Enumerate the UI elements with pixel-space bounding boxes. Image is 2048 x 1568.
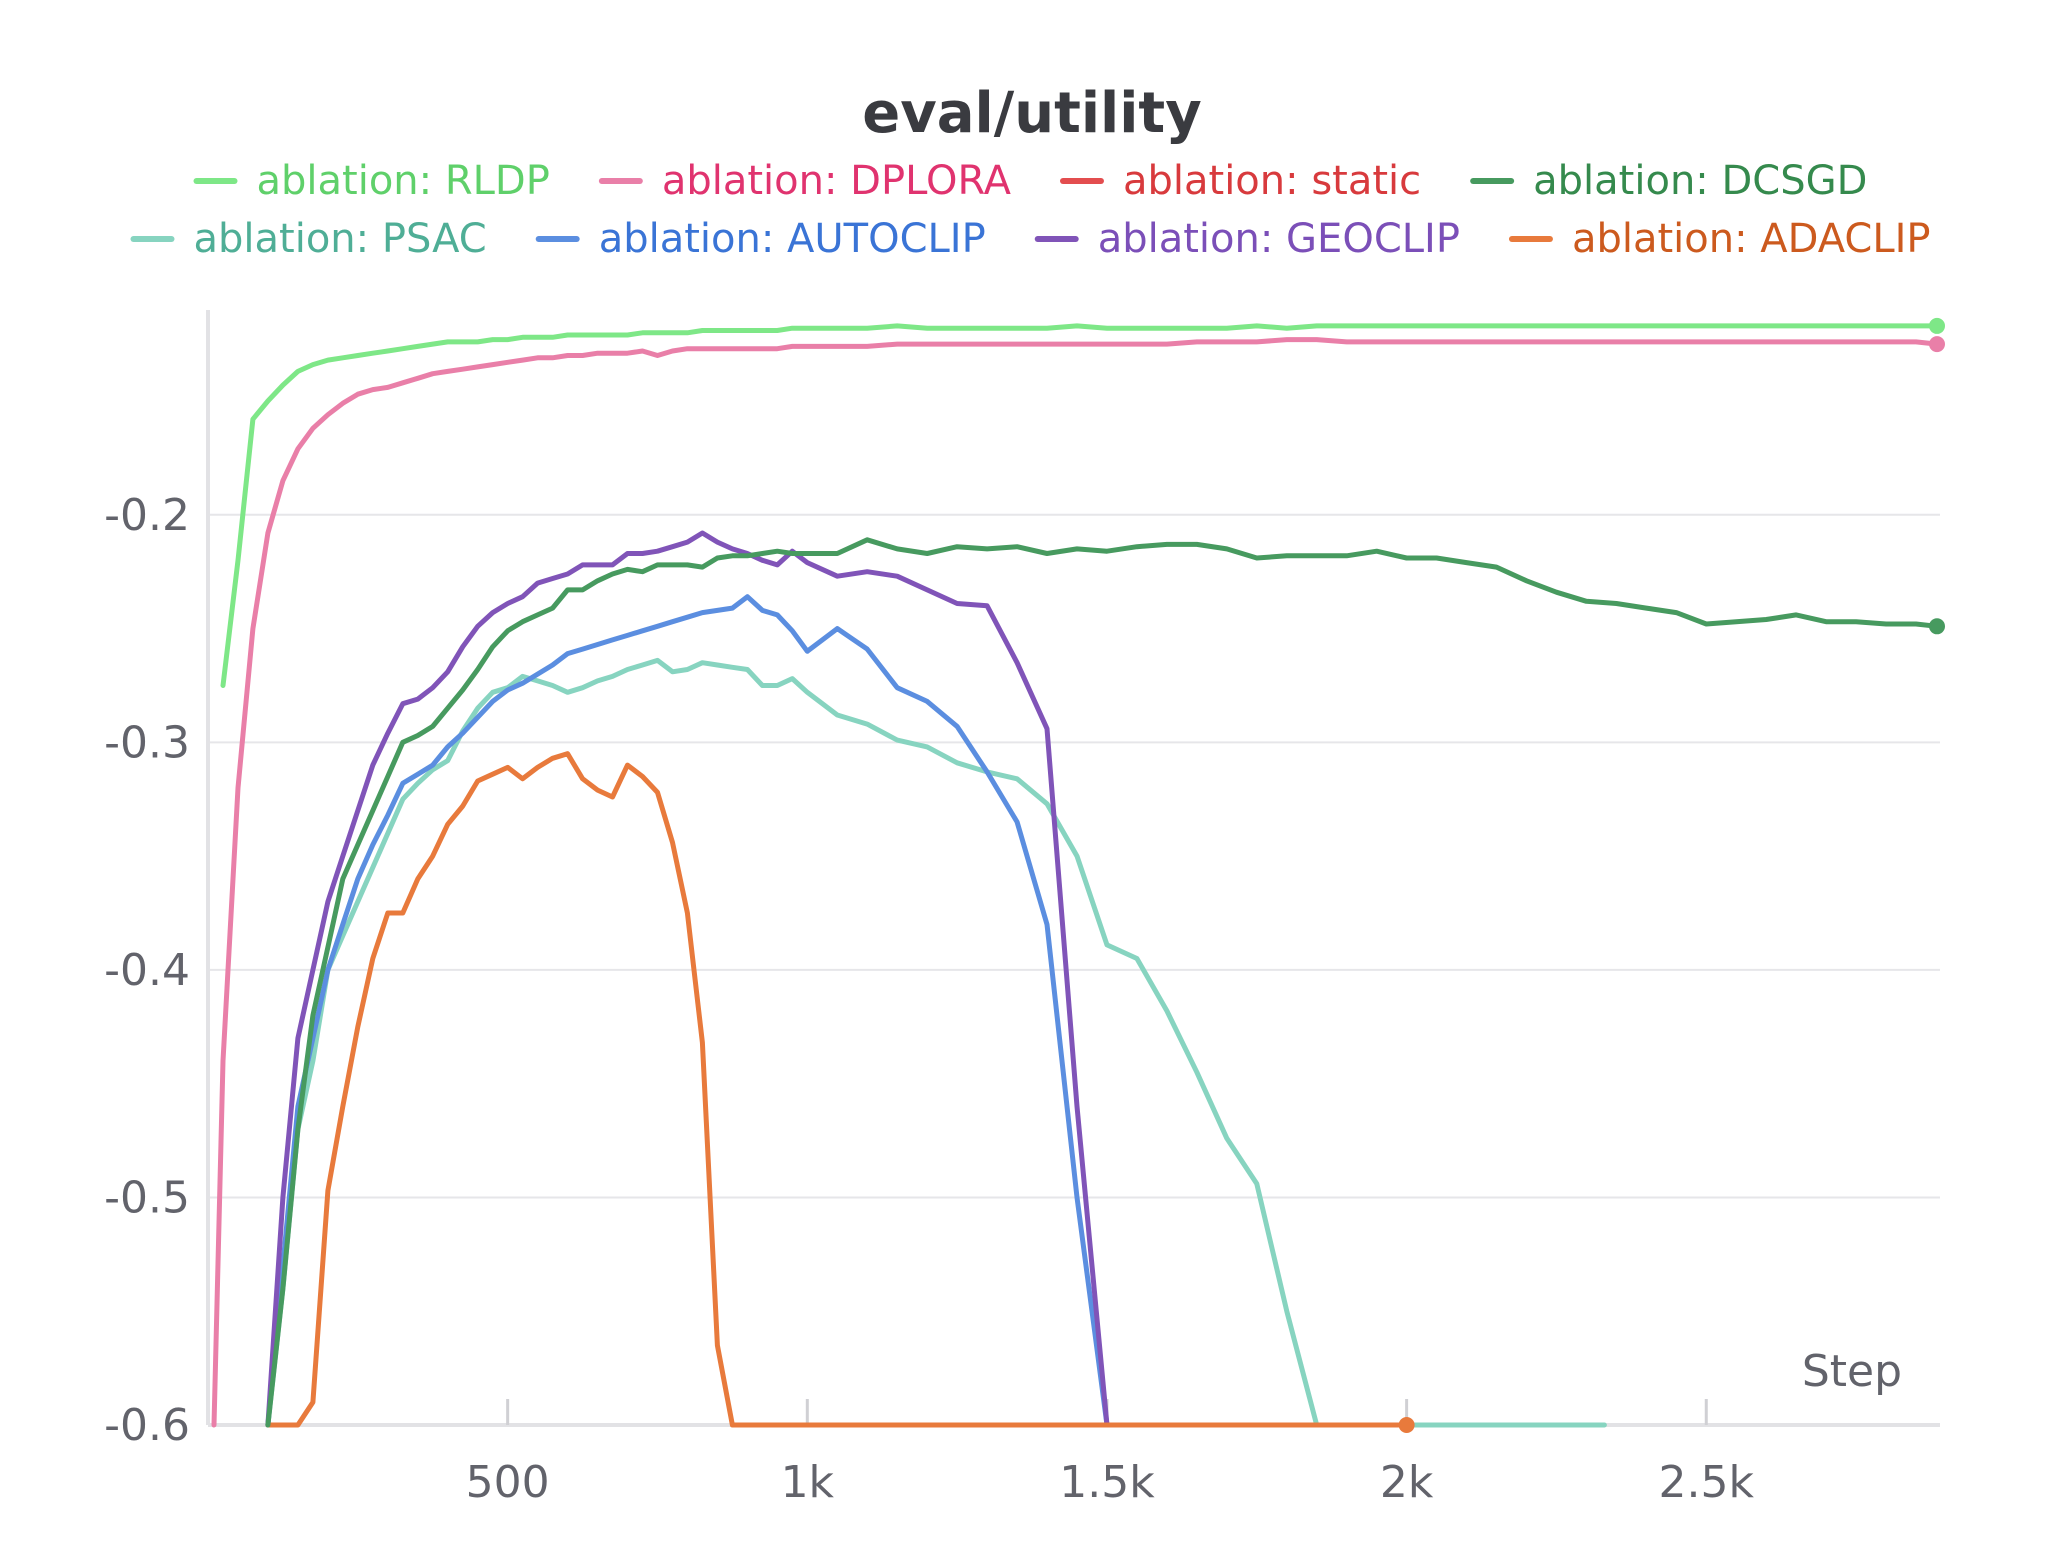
chart-title: eval/utility [862,81,1201,146]
plot-lines [211,323,1940,1428]
legend: ablation: RLDP ablation: DPLORA ablation: … [130,158,1931,262]
y-tick-label: -0.5 [104,1172,190,1223]
series-end-marker [1929,317,1946,334]
y-tick-label: -0.3 [104,717,190,768]
x-tick-label: 1k [781,1457,835,1508]
y-tick-label: -0.2 [104,490,190,541]
series-end-marker [1398,1417,1415,1433]
series-line [211,337,1940,1428]
series-end-marker [1929,618,1946,635]
gridlines [208,513,1940,1426]
legend-label: ablation: RLDP [257,158,550,204]
legend-label: ablation: AUTOCLIP [599,216,986,262]
legend-row: ablation: PSAC ablation: AUTOCLIP ablation… [130,216,1931,262]
series-line [220,323,1940,688]
end-markers [1398,317,1946,1433]
x-tick-label: 1.5k [1059,1457,1155,1508]
legend-label: ablation: DPLORA [662,158,1012,204]
series-end-marker [1929,336,1946,353]
x-tick-label: 2.5k [1659,1457,1755,1508]
x-axis-label: Step [1802,1346,1902,1397]
axes: -0.2 -0.3 -0.4 -0.5 -0.6 500 1k 1.5k 2k 2.5k [104,310,1940,1508]
legend-label: ablation: ADACLIP [1572,216,1931,262]
legend-label: ablation: DCSGD [1533,158,1867,204]
legend-label: ablation: GEOCLIP [1098,216,1460,262]
x-tick-label: 500 [466,1457,550,1508]
x-tick-label: 2k [1380,1457,1434,1508]
series-line [265,537,1940,1428]
y-tick-label: -0.6 [104,1400,190,1451]
legend-label: ablation: static [1123,158,1421,204]
y-tick-label: -0.4 [104,945,190,996]
series-line [265,751,1410,1428]
legend-row: ablation: RLDP ablation: DPLORA ablation: … [193,158,1867,204]
legend-label: ablation: PSAC [194,216,487,262]
series-line [265,657,1607,1428]
series-line [265,530,1410,1428]
